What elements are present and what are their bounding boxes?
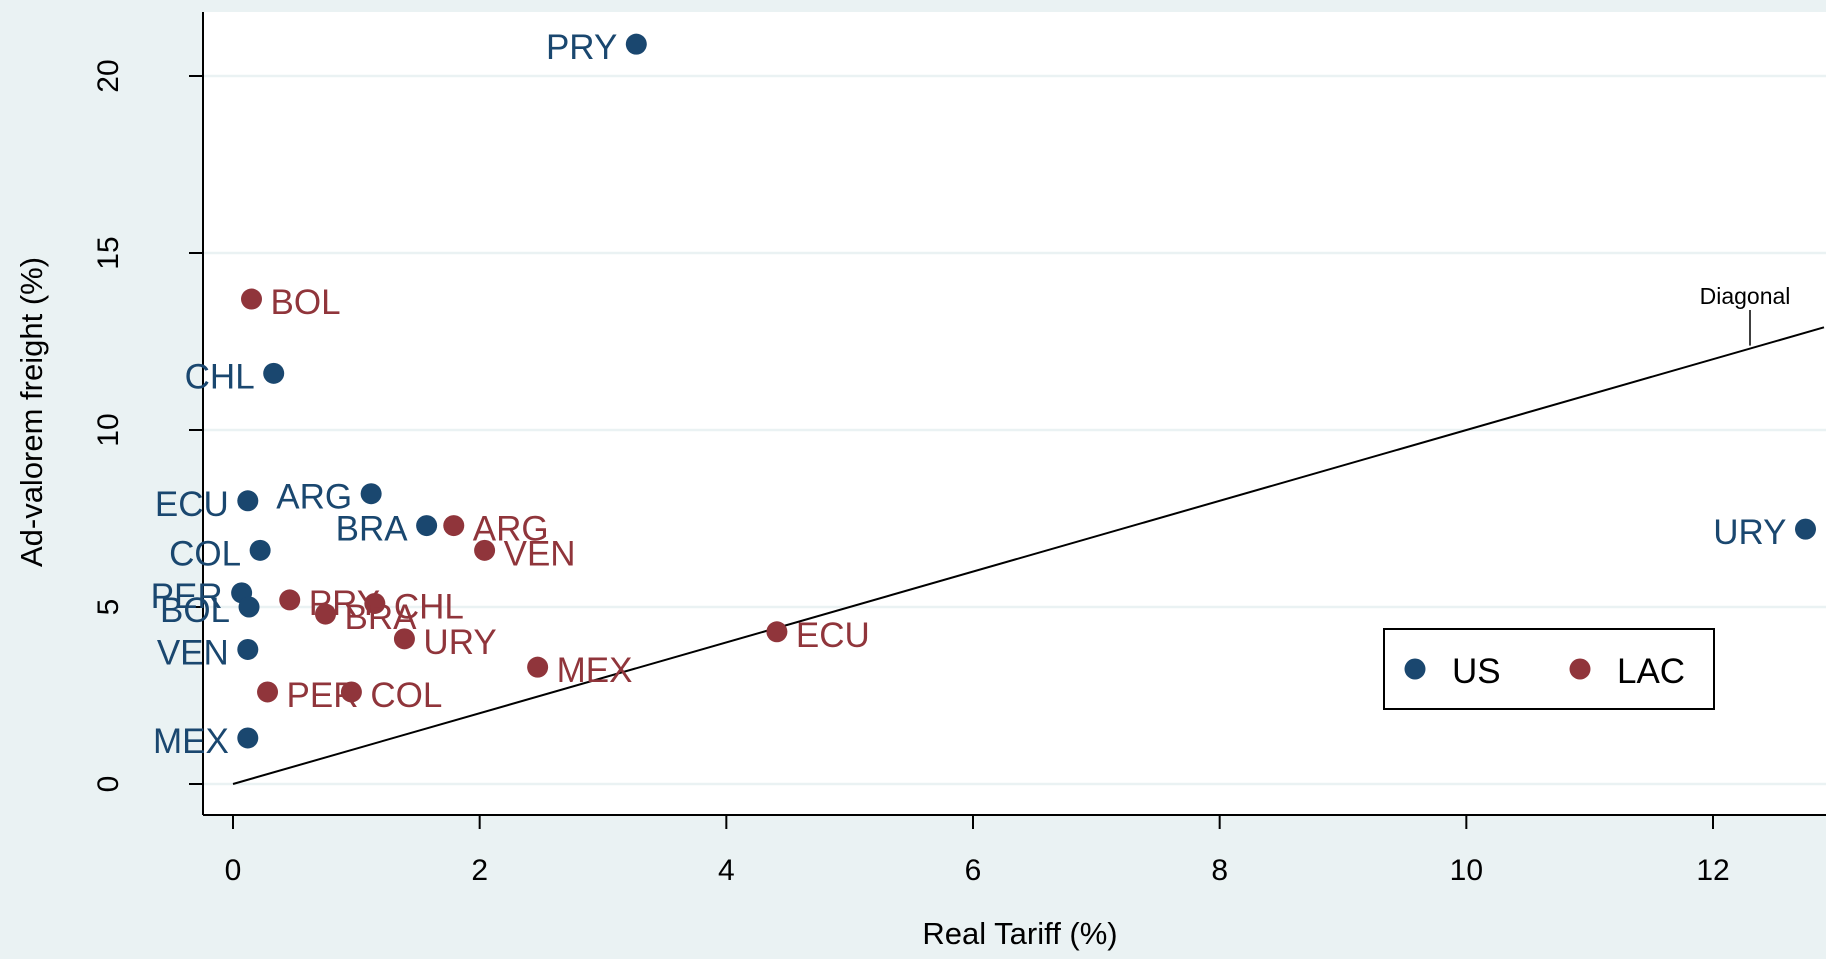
- data-label-us-chl: CHL: [185, 357, 255, 396]
- y-tick-label: 5: [92, 599, 125, 616]
- data-label-lac-ury: URY: [423, 623, 496, 662]
- data-label-lac-chl: CHL: [394, 587, 464, 626]
- x-tick-label: 2: [471, 854, 488, 887]
- x-tick-label: 8: [1211, 854, 1228, 887]
- legend-marker-us: [1404, 658, 1426, 680]
- data-point-lac-arg: [443, 515, 465, 537]
- diagonal-label: Diagonal: [1700, 283, 1791, 309]
- x-tick-label: 10: [1450, 854, 1483, 887]
- data-point-lac-chl: [364, 592, 386, 614]
- legend-box: [1383, 628, 1715, 710]
- x-axis-title: Real Tariff (%): [922, 916, 1117, 951]
- y-tick-label: 10: [92, 413, 125, 446]
- y-tick-label: 15: [92, 236, 125, 269]
- y-axis-title: Ad-valorem freight (%): [14, 257, 49, 567]
- data-label-us-ven: VEN: [157, 633, 229, 672]
- data-point-us-chl: [263, 362, 285, 384]
- data-label-lac-ecu: ECU: [796, 616, 870, 655]
- x-tick-label: 4: [718, 854, 735, 887]
- x-tick-label: 6: [965, 854, 982, 887]
- data-point-lac-pry: [279, 589, 301, 611]
- data-point-lac-ven: [474, 539, 496, 561]
- data-label-lac-ven: VEN: [504, 534, 576, 573]
- data-label-lac-col: COL: [370, 676, 442, 715]
- data-point-us-ecu: [237, 490, 259, 512]
- data-point-us-bol: [238, 596, 260, 618]
- legend-label-us: US: [1452, 652, 1501, 691]
- data-point-lac-col: [340, 681, 362, 703]
- legend-label-lac: LAC: [1617, 652, 1685, 691]
- data-label-us-col: COL: [169, 534, 241, 573]
- data-point-lac-mex: [527, 656, 549, 678]
- data-point-lac-per: [257, 681, 279, 703]
- data-point-us-ven: [237, 638, 259, 660]
- x-tick-label: 0: [225, 854, 242, 887]
- data-point-lac-ecu: [766, 621, 788, 643]
- data-point-lac-bra: [315, 603, 336, 625]
- data-point-us-ury: [1795, 518, 1816, 540]
- data-label-us-bra: BRA: [336, 510, 409, 549]
- data-point-lac-bol: [241, 288, 262, 310]
- data-label-us-mex: MEX: [153, 722, 229, 761]
- data-label-us-per: PER: [151, 577, 223, 616]
- data-label-us-ecu: ECU: [155, 485, 229, 524]
- legend-marker-lac: [1569, 658, 1591, 680]
- data-point-us-col: [249, 539, 271, 561]
- data-point-lac-ury: [393, 628, 415, 650]
- data-point-us-arg: [360, 483, 382, 505]
- data-point-us-mex: [237, 727, 259, 749]
- data-label-us-arg: ARG: [276, 478, 352, 517]
- data-label-lac-bol: BOL: [271, 283, 341, 322]
- x-tick-label: 12: [1696, 854, 1729, 887]
- data-point-us-bra: [416, 515, 438, 537]
- data-point-us-pry: [625, 33, 647, 55]
- data-label-us-ury: URY: [1713, 513, 1786, 552]
- data-label-us-pry: PRY: [546, 28, 617, 67]
- y-tick-label: 20: [92, 59, 125, 92]
- y-tick-label: 0: [92, 776, 125, 793]
- data-label-us-bol: BOL: [160, 591, 230, 630]
- diagonal-line: [232, 326, 1825, 785]
- data-label-lac-mex: MEX: [557, 651, 633, 690]
